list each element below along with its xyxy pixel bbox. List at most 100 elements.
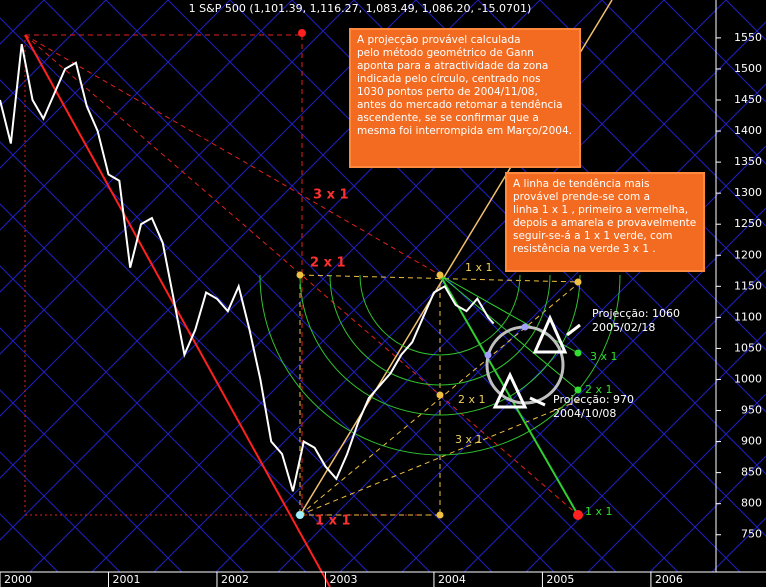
annotation-label: Projecção: 970 (553, 393, 634, 406)
annotation-label: 3 x 1 (313, 188, 349, 203)
price-line (0, 43, 495, 492)
y-tick-label: 1000 (734, 372, 762, 385)
note-line: aponta para a atractividade da zona (357, 60, 549, 72)
y-tick-label: 1350 (734, 155, 762, 168)
note-line: A projecção provável calculada (357, 34, 521, 46)
y-tick-label: 750 (741, 528, 762, 541)
note-box: A linha de tendência mais provável prende… (505, 172, 705, 272)
grid-diagonal (215, 21, 766, 573)
note-line: linha 1 x 1 , primeiro a vermelha, (513, 204, 689, 216)
note-line: antes do mercado retomar a tendência (357, 99, 563, 111)
x-tick-label: 2005 (546, 573, 574, 586)
grid-diagonal (525, 331, 766, 573)
annotation-label: 2005/02/18 (592, 321, 655, 334)
y-tick-label: 1100 (734, 310, 762, 323)
x-tick-label: 2003 (329, 573, 357, 586)
grid-diagonal (601, 0, 766, 165)
grid-diagonal (0, 389, 183, 573)
note-line: seguir-se-á a 1 x 1 verde, com (513, 230, 673, 242)
point (573, 510, 583, 520)
note-line: 1030 pontos perto de 2004/11/08, (357, 86, 538, 98)
green-1x1 (439, 274, 579, 516)
y-tick-label: 900 (741, 435, 762, 448)
note-line: ascendente, se se confirmar que a (357, 112, 539, 124)
grid-diagonal (0, 17, 555, 573)
yellow-dashed (299, 274, 581, 283)
note-line: provável prende-se com a (513, 191, 650, 203)
point (521, 323, 529, 331)
green-arc (299, 274, 581, 416)
y-tick-label: 800 (741, 497, 762, 510)
y-tick-label: 1500 (734, 62, 762, 75)
x-tick-label: 2001 (112, 573, 140, 586)
annotation-label: 2 x 1 (585, 383, 613, 396)
chart-title: 1 S&P 500 (1,101.39, 1,116.27, 1,083.49,… (189, 2, 532, 15)
y-tick-label: 1450 (734, 93, 762, 106)
grid-diagonal (339, 145, 766, 573)
grid-diagonal (43, 0, 617, 573)
grid-diagonal (0, 265, 307, 573)
y-tick-label: 950 (741, 404, 762, 417)
note-line: pelo método geométrico de Gann (357, 47, 534, 59)
x-tick-label: 2002 (221, 573, 249, 586)
point (574, 386, 582, 394)
point (436, 511, 444, 519)
grid-diagonal (587, 393, 766, 573)
grid-diagonal (463, 269, 766, 573)
y-tick-label: 1300 (734, 186, 762, 199)
x-tick-label: 2000 (4, 573, 32, 586)
triangle (492, 371, 528, 409)
grid-diagonal (539, 0, 766, 227)
green-arc (259, 274, 621, 456)
grid-diagonal (0, 0, 355, 355)
arrow (529, 396, 546, 407)
annotation-label: Projecção: 1060 (592, 307, 680, 320)
grid-diagonal (663, 0, 766, 103)
grid-diagonal (0, 0, 417, 417)
note-line: indicada pelo círculo, centrado nos (357, 73, 541, 85)
grid-diagonal (0, 203, 369, 573)
annotation-label: 2 x 1 (310, 256, 346, 271)
y-tick-label: 1400 (734, 124, 762, 137)
note-box: A projecção provável calculada pelo métod… (349, 28, 581, 168)
x-tick-label: 2004 (438, 573, 466, 586)
grid-diagonal (105, 0, 679, 573)
point (296, 271, 304, 279)
y-tick-label: 1550 (734, 31, 762, 44)
yellow-fan (299, 399, 581, 516)
grid-diagonal (649, 455, 766, 573)
green-arc (359, 274, 521, 356)
annotation-label: 1 x 1 (315, 514, 351, 529)
red-1x1 (24, 34, 331, 587)
grid-diagonal (0, 0, 293, 293)
note-line: resistência na verde 3 x 1 . (513, 243, 656, 255)
point (484, 351, 492, 359)
arrow (566, 323, 581, 337)
grid-diagonal (229, 0, 766, 537)
annotation-label: 3 x 1 (455, 433, 483, 446)
point (298, 29, 306, 37)
note-line: depois a amarela e provavelmente (513, 217, 697, 229)
point (436, 271, 444, 279)
annotation-label: 2 x 1 (458, 393, 486, 406)
note-line: A linha de tendência mais (513, 178, 650, 190)
point (574, 349, 582, 357)
annotation-label: 3 x 1 (590, 350, 618, 363)
grid-diagonal (167, 0, 741, 573)
y-tick-label: 850 (741, 466, 762, 479)
green-arc (329, 274, 551, 386)
annotation-label: 1 x 1 (585, 505, 613, 518)
y-tick-label: 1050 (734, 341, 762, 354)
y-tick-label: 1250 (734, 217, 762, 230)
grid-diagonal (401, 207, 766, 573)
grid-diagonal (0, 0, 107, 107)
y-tick-label: 1150 (734, 279, 762, 292)
x-tick-label: 2006 (655, 573, 683, 586)
grid-diagonal (0, 0, 169, 169)
grid-diagonal (0, 327, 245, 573)
point (574, 278, 582, 286)
annotation-label: 2004/10/08 (553, 407, 616, 420)
grid-diagonal (277, 83, 766, 573)
annotation-label: 1 x 1 (465, 261, 493, 274)
